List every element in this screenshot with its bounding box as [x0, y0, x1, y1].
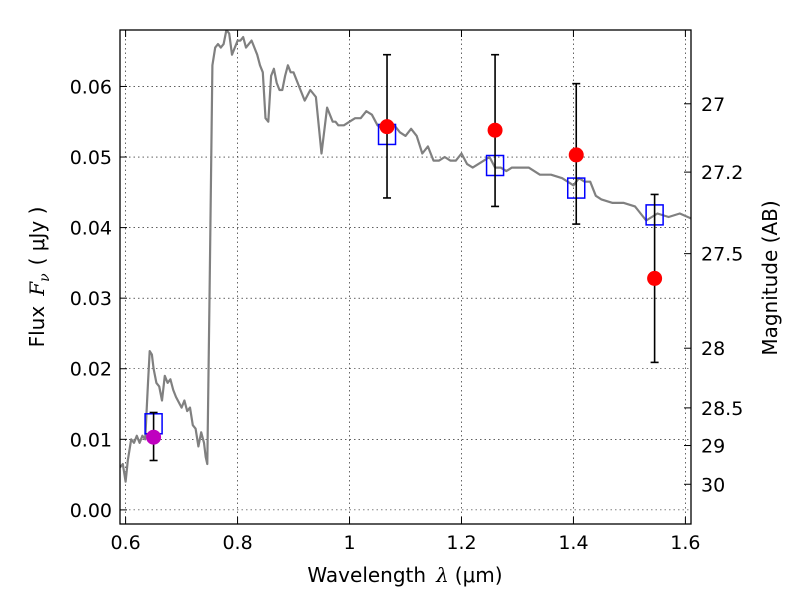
y2-axis-label: Magnitude (AB): [758, 200, 782, 355]
mag-tick-label: 30: [701, 474, 725, 496]
photometry-point: [647, 270, 663, 286]
grid: [120, 30, 691, 524]
x-tick-label: 0.6: [110, 532, 140, 554]
photometry-point: [487, 122, 503, 138]
axis-ticks: 0.6 0.8 1 1.2 1.4 1.6 0.00 0.01 0.02 0.03 0.04 0.05…: [70, 30, 743, 554]
plot-frame: [119, 29, 692, 525]
y-tick-label: 0.04: [70, 218, 112, 240]
photometry-point: [146, 429, 162, 445]
x-tick-label: 1.4: [558, 532, 588, 554]
photometry-point: [568, 147, 584, 163]
y-tick-label: 0.05: [70, 147, 112, 169]
mag-tick-label: 27.5: [701, 244, 743, 266]
mag-tick-label: 27: [701, 94, 725, 116]
x-tick-label: 1: [343, 532, 355, 554]
x-axis-label: Wavelength λ (μm): [307, 563, 502, 587]
mag-tick-label: 27.2: [701, 162, 743, 184]
plot-area: [120, 30, 691, 483]
mag-tick-label: 29: [701, 436, 725, 458]
mag-tick-label: 28.5: [701, 398, 743, 420]
mag-tick-label: 28: [701, 338, 725, 360]
y-tick-label: 0.06: [70, 76, 112, 98]
photometry-point: [379, 119, 395, 135]
y-tick-label: 0.02: [70, 359, 112, 381]
x-tick-label: 1.2: [446, 532, 476, 554]
y-tick-label: 0.00: [70, 500, 112, 522]
y-tick-label: 0.01: [70, 429, 112, 451]
x-tick-label: 0.8: [222, 532, 252, 554]
y-axis-label: FluxFν( μJy ): [25, 207, 53, 348]
y-tick-label: 0.03: [70, 288, 112, 310]
spectrum-line: [120, 30, 691, 483]
x-tick-label: 1.6: [670, 532, 700, 554]
